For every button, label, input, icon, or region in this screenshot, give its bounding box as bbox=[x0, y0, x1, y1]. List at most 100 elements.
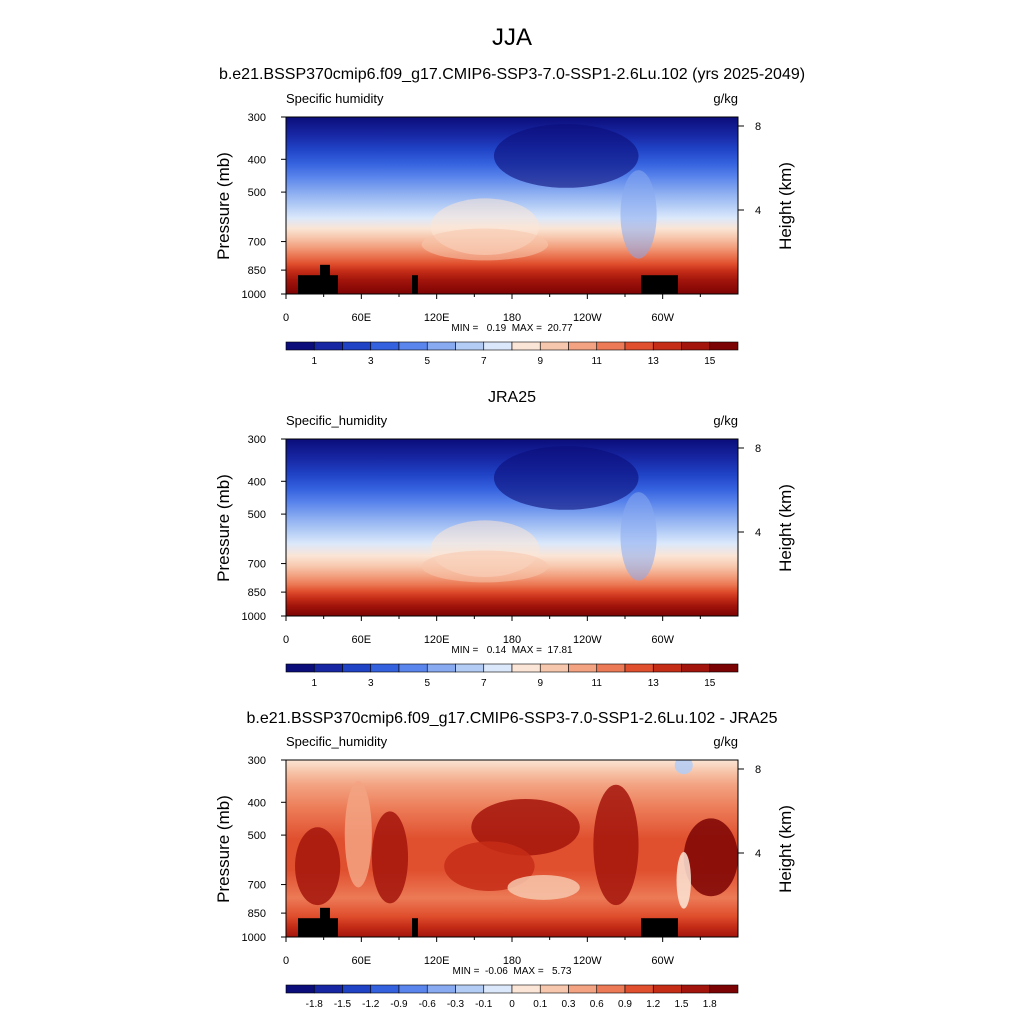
y2-axis-label: Height (km) bbox=[776, 484, 795, 572]
y-tick-label: 850 bbox=[248, 265, 266, 277]
y-tick-label: 500 bbox=[248, 187, 266, 199]
moist-column bbox=[620, 170, 657, 259]
y-tick-label: 300 bbox=[248, 112, 266, 124]
colorbar-swatch bbox=[426, 663, 456, 673]
colorbar-swatch bbox=[539, 341, 569, 351]
y-tick-label: 500 bbox=[248, 509, 266, 521]
y-axis-label: Pressure (mb) bbox=[214, 474, 233, 582]
colorbar-label: 1.2 bbox=[646, 999, 660, 1010]
colorbar-label: 13 bbox=[648, 356, 660, 367]
colorbar-label: 3 bbox=[368, 356, 374, 367]
topography-mask bbox=[320, 264, 330, 294]
colorbar-swatch bbox=[568, 341, 598, 351]
variable-label: Specific humidity bbox=[286, 91, 384, 106]
contour-blob bbox=[344, 781, 372, 888]
colorbar-swatch bbox=[596, 663, 626, 673]
contour-blob bbox=[471, 798, 580, 856]
colorbar-swatch bbox=[681, 663, 711, 673]
colorbar-swatch bbox=[652, 663, 682, 673]
x-tick-label: 60E bbox=[352, 312, 372, 324]
colorbar-swatch bbox=[568, 663, 598, 673]
colorbar-swatch bbox=[455, 341, 485, 351]
colorbar-label: 0 bbox=[509, 999, 515, 1010]
dry-region bbox=[493, 124, 639, 188]
panel-model: b.e21.BSSP370cmip6.f09_g17.CMIP6-SSP3-7.… bbox=[214, 66, 805, 367]
contour-field bbox=[286, 117, 738, 294]
x-tick-label: 0 bbox=[283, 312, 289, 324]
colorbar-swatch bbox=[624, 663, 654, 673]
y-tick-label: 700 bbox=[248, 237, 266, 249]
colorbar-label: -0.1 bbox=[475, 999, 493, 1010]
contour-blob bbox=[371, 811, 409, 904]
contour-blob bbox=[676, 852, 691, 909]
colorbar-label: -1.2 bbox=[362, 999, 380, 1010]
x-tick-label: 120W bbox=[573, 955, 602, 967]
colorbar-label: 1 bbox=[311, 678, 317, 689]
colorbar-swatch bbox=[681, 341, 711, 351]
x-tick-label: 120W bbox=[573, 634, 602, 646]
y-tick-label: 500 bbox=[248, 830, 266, 842]
min-max-stats: MIN = 0.14 MAX = 17.81 bbox=[451, 645, 573, 656]
y-tick-label: 850 bbox=[248, 908, 266, 920]
min-max-stats: MIN = 0.19 MAX = 20.77 bbox=[451, 323, 573, 334]
colorbar-swatch bbox=[652, 341, 682, 351]
moist-plume bbox=[421, 550, 549, 583]
panel-reanalysis: JRA25 Specific_humidity g/kg Pressure (m… bbox=[214, 389, 795, 689]
colorbar-swatch bbox=[370, 341, 400, 351]
colorbar-label: 9 bbox=[537, 678, 543, 689]
colorbar-label: 5 bbox=[424, 678, 430, 689]
colorbar-swatch bbox=[596, 341, 626, 351]
colorbar-swatch bbox=[539, 984, 569, 994]
contour-blob bbox=[295, 827, 341, 906]
y-tick-label: 400 bbox=[248, 797, 266, 809]
y-tick-label: 400 bbox=[248, 154, 266, 166]
colorbar-label: 13 bbox=[648, 678, 660, 689]
colorbar-label: 15 bbox=[704, 356, 716, 367]
colorbar-label: 0.9 bbox=[618, 999, 632, 1010]
colorbar-swatch bbox=[681, 984, 711, 994]
colorbar-label: 3 bbox=[368, 678, 374, 689]
x-tick-label: 120E bbox=[424, 955, 450, 967]
colorbar-swatch bbox=[370, 984, 400, 994]
colorbar-swatch bbox=[342, 341, 372, 351]
colorbar-swatch bbox=[483, 984, 513, 994]
colorbar-swatch bbox=[568, 984, 598, 994]
colorbar-label: 5 bbox=[424, 356, 430, 367]
units-label: g/kg bbox=[713, 413, 738, 428]
y-tick-label: 300 bbox=[248, 755, 266, 767]
colorbar-swatch bbox=[370, 663, 400, 673]
colorbar-swatch bbox=[483, 341, 513, 351]
colorbar-swatch bbox=[652, 984, 682, 994]
colorbar-swatch bbox=[624, 341, 654, 351]
x-tick-label: 180 bbox=[503, 634, 521, 646]
colorbar-label: 0.1 bbox=[533, 999, 547, 1010]
topography-mask bbox=[298, 918, 338, 937]
y-tick-label: 1000 bbox=[242, 611, 266, 623]
y-axis-label: Pressure (mb) bbox=[214, 795, 233, 903]
y2-axis-label: Height (km) bbox=[776, 805, 795, 893]
moist-plume bbox=[421, 228, 549, 261]
colorbar-label: 11 bbox=[592, 678, 603, 689]
panel-difference: b.e21.BSSP370cmip6.f09_g17.CMIP6-SSP3-7.… bbox=[214, 710, 795, 1010]
x-tick-label: 60W bbox=[651, 955, 674, 967]
units-label: g/kg bbox=[713, 734, 738, 749]
colorbar-swatch bbox=[483, 663, 513, 673]
y-tick-label: 700 bbox=[248, 559, 266, 571]
topography-mask bbox=[641, 275, 678, 294]
colorbar-label: 7 bbox=[481, 678, 487, 689]
colorbar-label: 9 bbox=[537, 356, 543, 367]
min-max-stats: MIN = -0.06 MAX = 5.73 bbox=[453, 966, 572, 977]
y-tick-label: 300 bbox=[248, 434, 266, 446]
x-tick-label: 180 bbox=[503, 955, 521, 967]
y2-axis-label: Height (km) bbox=[776, 162, 795, 250]
colorbar-swatch bbox=[398, 984, 428, 994]
colorbar: 1 3 5 7 9 11 13 15 bbox=[285, 341, 739, 367]
y-tick-label: 700 bbox=[248, 880, 266, 892]
colorbar-swatch bbox=[596, 984, 626, 994]
y2-tick-label: 8 bbox=[755, 764, 761, 776]
colorbar-label: -0.3 bbox=[447, 999, 465, 1010]
topography-mask bbox=[320, 907, 330, 937]
topography-mask bbox=[298, 275, 338, 294]
colorbar-label: 0.6 bbox=[590, 999, 604, 1010]
